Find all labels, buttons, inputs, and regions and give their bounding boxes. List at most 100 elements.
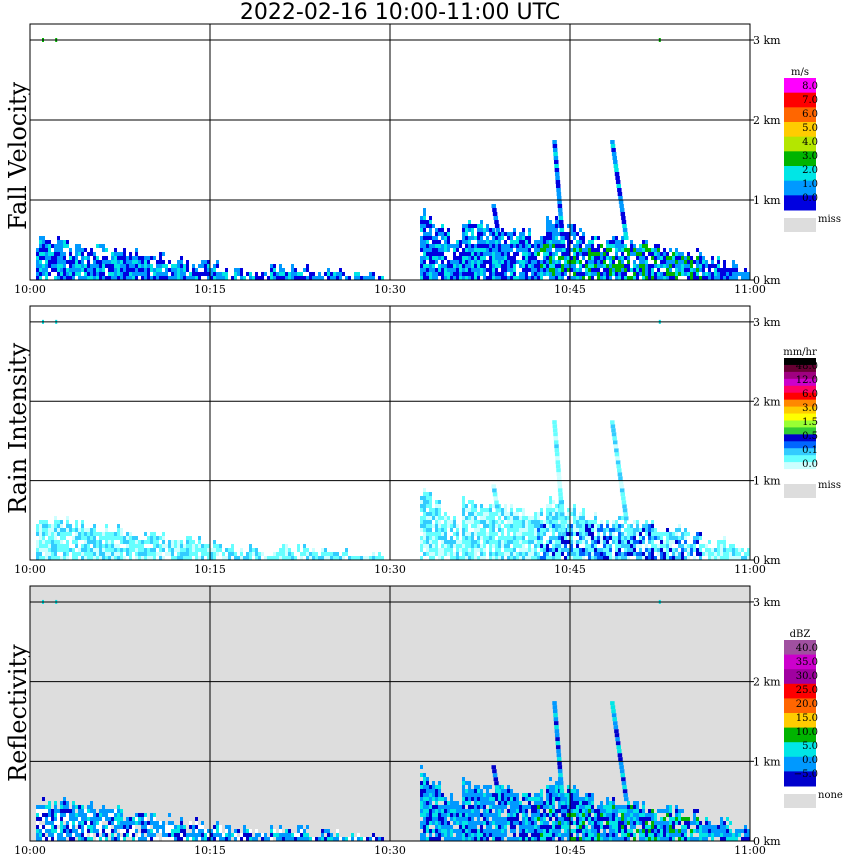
echo-cell: [420, 556, 423, 560]
echo-cell: [594, 556, 597, 560]
echo-cell: [711, 272, 714, 276]
echo-cell: [579, 260, 582, 264]
echo-cell: [237, 837, 240, 841]
echo-cell: [528, 260, 531, 264]
echo-cell: [48, 825, 51, 829]
echo-cell: [603, 825, 606, 829]
echo-cell: [462, 536, 465, 540]
echo-cell: [117, 809, 120, 813]
echo-cell: [624, 272, 627, 276]
echo-cell: [426, 789, 429, 793]
echo-cell: [57, 244, 60, 248]
echo-cell: [597, 552, 600, 556]
echo-cell: [672, 556, 675, 560]
echo-cell: [681, 817, 684, 821]
echo-cell: [567, 817, 570, 821]
echo-cell: [111, 556, 114, 560]
echo-cell: [315, 837, 318, 841]
echo-cell: [186, 552, 189, 556]
echo-cell: [609, 556, 612, 560]
echo-cell: [492, 829, 495, 833]
echo-cell: [123, 833, 126, 837]
echo-cell: [42, 548, 45, 552]
echo-cell: [291, 276, 294, 280]
echo-cell: [609, 805, 612, 809]
echo-cell: [111, 272, 114, 276]
echo-cell: [54, 244, 57, 248]
echo-cell: [557, 488, 563, 493]
echo-cell: [432, 540, 435, 544]
echo-cell: [495, 268, 498, 272]
echo-cell: [111, 260, 114, 264]
echo-cell: [285, 556, 288, 560]
echo-cell: [261, 276, 264, 280]
echo-cell: [189, 556, 192, 560]
echo-cell: [306, 556, 309, 560]
echo-cell: [432, 821, 435, 825]
echo-cell: [474, 793, 477, 797]
echo-cell: [483, 264, 486, 268]
echo-cell: [612, 797, 615, 801]
echo-cell: [378, 837, 381, 841]
echo-cell: [468, 833, 471, 837]
echo-cell: [507, 232, 510, 236]
echo-cell: [489, 264, 492, 268]
echo-cell: [123, 248, 126, 252]
echo-cell: [510, 260, 513, 264]
echo-cell: [495, 821, 498, 825]
echo-cell: [747, 548, 750, 552]
echo-cell: [309, 556, 312, 560]
echo-cell: [309, 837, 312, 841]
echo-cell: [246, 272, 249, 276]
echo-cell: [468, 220, 471, 224]
echo-cell: [489, 785, 492, 789]
echo-cell: [558, 777, 564, 782]
echo-cell: [615, 544, 618, 548]
echo-cell: [483, 793, 486, 797]
echo-cell: [588, 528, 591, 532]
echo-cell: [186, 837, 189, 841]
echo-cell: [633, 264, 636, 268]
echo-cell: [99, 540, 102, 544]
echo-cell: [570, 532, 573, 536]
echo-cell: [447, 240, 450, 244]
echo-cell: [645, 821, 648, 825]
echo-cell: [66, 240, 69, 244]
echo-cell: [519, 829, 522, 833]
echo-cell: [441, 252, 444, 256]
echo-cell: [429, 552, 432, 556]
echo-cell: [585, 825, 588, 829]
echo-cell: [519, 244, 522, 248]
echo-cell: [108, 809, 111, 813]
echo-cell: [288, 276, 291, 280]
echo-cell: [489, 268, 492, 272]
echo-cell: [603, 552, 606, 556]
echo-cell: [516, 524, 519, 528]
echo-cell: [600, 244, 603, 248]
echo-cell: [96, 829, 99, 833]
echo-cell: [123, 260, 126, 264]
colorbar-swatch: [784, 151, 816, 167]
echo-cell: [441, 224, 444, 228]
echo-cell: [120, 809, 123, 813]
echo-cell: [621, 496, 626, 501]
echo-cell: [111, 536, 114, 540]
echo-cell: [93, 548, 96, 552]
echo-cell: [57, 240, 60, 244]
echo-cell: [561, 548, 564, 552]
echo-cell: [36, 260, 39, 264]
echo-cell: [483, 260, 486, 264]
echo-cell: [612, 236, 615, 240]
echo-cell: [468, 785, 471, 789]
echo-cell: [681, 552, 684, 556]
echo-cell: [611, 428, 616, 433]
echo-cell: [495, 228, 501, 232]
echo-cell: [60, 829, 63, 833]
echo-cell: [279, 825, 282, 829]
echo-cell: [276, 552, 279, 556]
echo-cell: [610, 144, 616, 148]
echo-cell: [645, 256, 648, 260]
echo-cell: [726, 276, 729, 280]
echo-cell: [564, 548, 567, 552]
echo-cell: [555, 176, 560, 180]
